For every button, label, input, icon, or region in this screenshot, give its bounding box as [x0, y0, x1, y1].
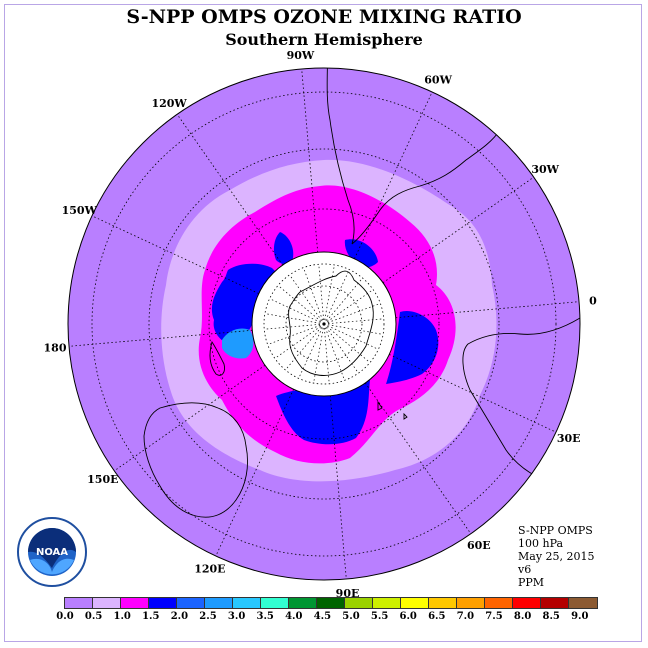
- meridian-line: [395, 301, 580, 319]
- meridian-line: [329, 395, 347, 580]
- color-bar-tick-label: 3.0: [227, 611, 246, 622]
- color-bar-segment: [429, 598, 457, 608]
- contour-band-blue: [273, 232, 294, 265]
- color-bar-segment: [65, 598, 93, 608]
- indian-ocean-islands: [377, 400, 408, 420]
- color-bar-tick-label: 0.5: [84, 611, 103, 622]
- south-america-coast: [325, 68, 501, 245]
- color-bar-segment: [457, 598, 485, 608]
- color-bar-segment: [177, 598, 205, 608]
- color-bar-segment: [149, 598, 177, 608]
- color-bar-segment: [569, 598, 597, 608]
- longitude-label: 90E: [336, 587, 360, 600]
- color-bar-tick-label: 7.0: [456, 611, 475, 622]
- contour-band-cobalt: [222, 328, 254, 359]
- color-bar-segment: [485, 598, 513, 608]
- meridian-line: [389, 354, 557, 433]
- color-bar-segment: [93, 598, 121, 608]
- contour-band-blue: [211, 263, 280, 345]
- meridian-line: [114, 364, 266, 472]
- meridian-line: [91, 215, 259, 294]
- color-bar-tick-label: 8.5: [542, 611, 560, 622]
- longitude-label: 120E: [194, 563, 225, 576]
- color-bar-tick-label: 4.0: [285, 611, 303, 622]
- color-bar-tick-label: 1.0: [113, 611, 131, 622]
- contour-band-blue: [276, 380, 370, 445]
- color-bar-segment: [345, 598, 373, 608]
- color-bar-tick-label: 9.0: [571, 611, 589, 622]
- color-bar-segment: [121, 598, 149, 608]
- meridian-line: [301, 68, 319, 253]
- color-bar-segment: [513, 598, 541, 608]
- map-subtitle: Southern Hemisphere: [225, 30, 423, 49]
- color-bar-tick-label: 8.0: [513, 611, 532, 622]
- map-info-block: S-NPP OMPS 100 hPa May 25, 2015 v6 PPM: [518, 524, 595, 589]
- meridian-line: [176, 114, 284, 266]
- longitude-label: 180: [44, 342, 67, 355]
- new-zealand-coast: [209, 340, 225, 376]
- color-bar-segment: [261, 598, 289, 608]
- south-pole-marker: [322, 322, 326, 326]
- figure-frame: [4, 4, 642, 642]
- cap-boundary: [251, 251, 397, 397]
- longitude-label: 30W: [531, 163, 559, 176]
- color-bar-tick-label: 3.5: [256, 611, 274, 622]
- color-bar: [64, 597, 598, 609]
- longitude-label: 120W: [151, 97, 187, 110]
- color-bar-tick-label: 5.5: [370, 611, 389, 622]
- map-boundary: [67, 67, 581, 581]
- date-label: May 25, 2015: [518, 550, 595, 563]
- color-bar-tick-label: 4.5: [313, 611, 332, 622]
- longitude-label: 60E: [467, 539, 491, 552]
- australia-coast: [143, 402, 248, 518]
- noaa-logo: NOAA: [16, 516, 88, 588]
- longitude-label: 150E: [87, 473, 118, 486]
- meridian-line: [68, 329, 253, 347]
- longitude-label: 150W: [62, 204, 98, 217]
- color-bar-tick-label: 5.0: [342, 611, 360, 622]
- units-label: PPM: [518, 576, 545, 589]
- meridian-line: [364, 382, 472, 534]
- color-bar-tick-label: 6.0: [399, 611, 417, 622]
- color-bar-segment: [541, 598, 569, 608]
- contour-band-blue: [386, 310, 439, 384]
- color-bar-segment: [373, 598, 401, 608]
- color-bar-segment: [205, 598, 233, 608]
- color-bar-tick-label: 1.5: [142, 611, 160, 622]
- meridian-line: [215, 389, 294, 557]
- color-bar-tick-label: 7.5: [485, 611, 503, 622]
- color-bar-segment: [401, 598, 429, 608]
- color-bar-tick-label: 0.0: [56, 611, 74, 622]
- version-label: v6: [518, 563, 532, 576]
- map-title: S-NPP OMPS OZONE MIXING RATIO: [126, 6, 522, 28]
- color-bar-segment: [289, 598, 317, 608]
- pressure-level-label: 100 hPa: [518, 537, 564, 550]
- meridian-line: [354, 91, 433, 259]
- longitude-label: 0: [589, 294, 597, 307]
- color-bar-tick-label: 6.5: [428, 611, 446, 622]
- color-bar-tick-label: 2.0: [170, 611, 189, 622]
- longitude-label: 30E: [557, 432, 581, 445]
- color-bar-segment: [317, 598, 345, 608]
- antarctica-coast: [288, 270, 374, 376]
- meridian-line: [382, 176, 534, 284]
- color-bar-segment: [233, 598, 261, 608]
- color-bar-tick-label: 2.5: [199, 611, 217, 622]
- longitude-label: 60W: [424, 73, 452, 86]
- svg-text:NOAA: NOAA: [36, 547, 68, 558]
- longitude-label: 90W: [287, 49, 315, 62]
- color-bar-ticks: 0.0 0.5 1.0 1.5 2.0 2.5 3.0 3.5 4.0 4.5 5.0 5.5 6.0 6…: [0, 611, 648, 625]
- instrument-label: S-NPP OMPS: [518, 524, 593, 537]
